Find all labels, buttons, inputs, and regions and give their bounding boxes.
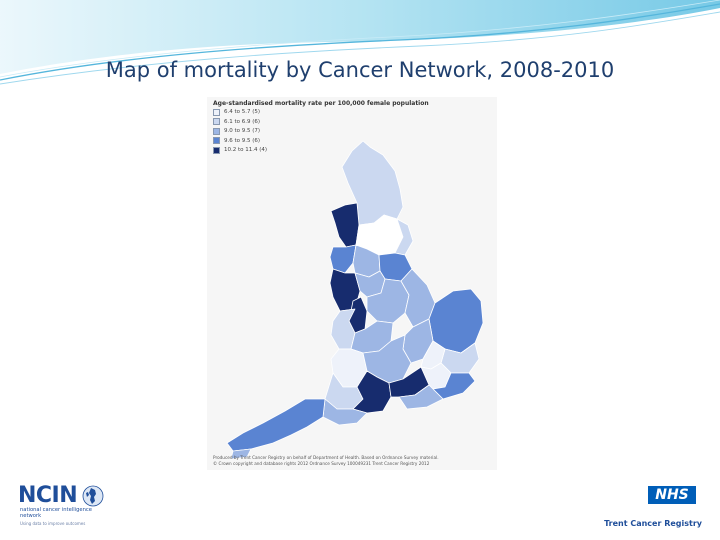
ncin-tagline: Using data to improve outcomes: [20, 521, 86, 526]
legend-item: 6.4 to 5.7 (5): [213, 108, 493, 117]
england-cancer-network-map: [226, 140, 484, 460]
map-panel: Age-standardised mortality rate per 100,…: [207, 97, 497, 470]
region-sussex-coast: [398, 384, 444, 410]
nhs-logo: NHS: [648, 486, 696, 504]
legend-swatch: [213, 118, 220, 126]
legend-swatch: [213, 146, 220, 154]
region-lancashire: [329, 244, 357, 274]
region-dorset: [322, 398, 368, 426]
map-legend: Age-standardised mortality rate per 100,…: [213, 100, 493, 155]
map-credit: Produced by Trent Cancer Registry on beh…: [213, 455, 495, 467]
ncin-wordmark: NCIN: [18, 483, 78, 508]
legend-label: 9.6 to 9.5 (6): [224, 137, 261, 144]
credit-line-1: Produced by Trent Cancer Registry on beh…: [213, 455, 439, 460]
legend-swatch: [213, 108, 220, 116]
legend-label: 6.1 to 6.9 (6): [224, 118, 261, 125]
legend-item: 6.1 to 6.9 (6): [213, 118, 493, 127]
trent-cancer-registry-label: Trent Cancer Registry: [604, 519, 702, 528]
legend-label: 6.4 to 5.7 (5): [224, 109, 261, 116]
globe-icon: [82, 485, 104, 507]
network-regions: [226, 140, 484, 460]
legend-label: 9.0 to 9.5 (7): [224, 128, 261, 135]
region-central-south: [352, 370, 392, 414]
legend-item: 9.6 to 9.5 (6): [213, 137, 493, 146]
legend-swatch: [213, 137, 220, 145]
ncin-subtitle: national cancer intelligence network: [20, 507, 92, 519]
slide-title: Map of mortality by Cancer Network, 2008…: [105, 58, 615, 82]
region-cumbria: [330, 202, 360, 248]
region-cornwall-tip: [230, 448, 252, 460]
legend-swatch: [213, 127, 220, 135]
ncin-logo: NCIN national cancer intelligence networ…: [18, 483, 110, 529]
region-peninsula: [226, 398, 326, 452]
header-wave-decoration: [0, 0, 720, 85]
region-kent-medway: [432, 372, 476, 400]
legend-title: Age-standardised mortality rate per 100,…: [213, 100, 429, 107]
legend-item: 10.2 to 11.4 (4): [213, 146, 493, 155]
region-west-midlands: [330, 308, 356, 350]
credit-line-2: © Crown copyright and database rights 20…: [213, 461, 430, 466]
legend-item: 9.0 to 9.5 (7): [213, 127, 493, 136]
legend-label: 10.2 to 11.4 (4): [224, 147, 268, 154]
